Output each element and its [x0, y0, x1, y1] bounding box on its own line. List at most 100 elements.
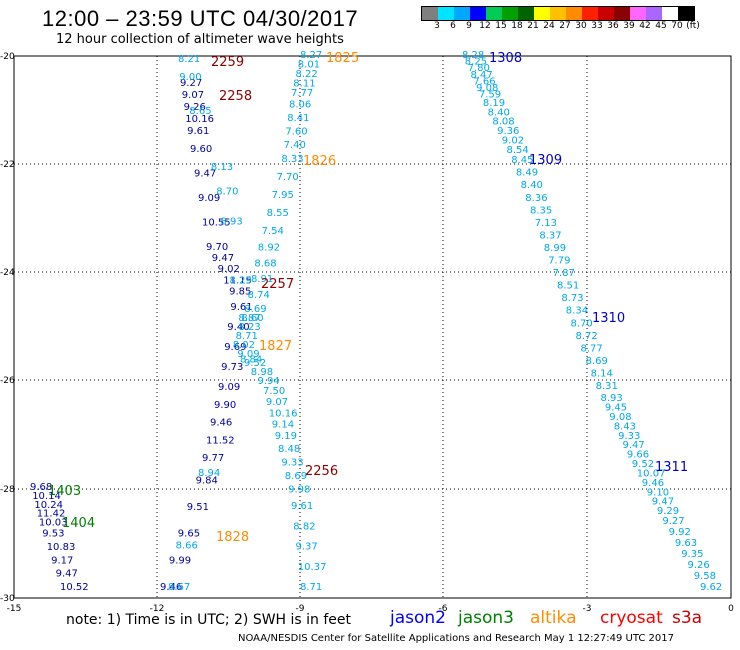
pass-label: 2258 [219, 89, 252, 104]
wave-height-value: 9.99 [169, 555, 191, 566]
y-tick-label: -24 [0, 268, 15, 278]
legend-label: 30 [575, 21, 587, 31]
legend-swatch [630, 7, 646, 20]
wave-height-value: 8.94 [198, 468, 220, 479]
wave-height-value: 8.29 [230, 275, 252, 286]
wave-height-value: 9.47 [652, 497, 674, 508]
wave-height-value: 9.40 [227, 322, 249, 333]
wave-height-value: 8.06 [289, 100, 311, 111]
wave-height-value: 8.01 [298, 60, 320, 71]
wave-height-value: 9.47 [212, 253, 234, 264]
legend-label: 36 [607, 21, 619, 31]
x-tick-label: -9 [296, 604, 305, 614]
pass-label: 1310 [592, 311, 625, 326]
legend-swatch [550, 7, 566, 20]
wave-height-value: 10.16 [185, 114, 214, 125]
legend-label: 70 [671, 21, 683, 31]
wave-height-value: 9.60 [190, 144, 212, 155]
wave-height-value: 7.54 [262, 226, 284, 237]
wave-height-value: 7.87 [553, 268, 575, 279]
legend-label: 27 [559, 21, 571, 31]
legend-label: (ft) [686, 21, 700, 31]
wave-height-value: 8.70 [216, 186, 238, 197]
wave-height-value: 9.61 [230, 302, 252, 313]
wave-height-value: 8.99 [544, 243, 566, 254]
legend-label: 18 [511, 21, 523, 31]
wave-height-value: 9.08 [609, 412, 631, 423]
wave-height-value: 9.47 [56, 569, 78, 580]
wave-height-value: 9.27 [662, 516, 684, 527]
wave-height-value: 8.93 [601, 393, 623, 404]
wave-height-value: 10.14 [32, 491, 61, 502]
wave-height-value: 8.28 [462, 50, 484, 61]
wave-height-value: 8.65 [189, 106, 211, 117]
legend-label: 3 [434, 21, 440, 31]
pass-label: 1309 [529, 153, 562, 168]
wave-height-value: 8.87 [238, 313, 260, 324]
wave-height-value: 8.66 [176, 541, 198, 552]
legend-label: 42 [639, 21, 651, 31]
wave-height-value: 8.67 [168, 582, 190, 593]
wave-height-value: 8.49 [516, 168, 538, 179]
wave-height-value: 8.41 [287, 113, 309, 124]
wave-height-value: 8.43 [614, 421, 636, 432]
wave-height-value: 10.37 [298, 562, 327, 573]
y-tick-label: -26 [0, 376, 15, 386]
wave-height-value: 9.45 [605, 403, 627, 414]
wave-height-value: 9.00 [179, 72, 201, 83]
wave-height-value: 9.52 [632, 459, 654, 470]
wave-height-value: 9.65 [178, 529, 200, 540]
wave-height-value: 9.09 [218, 382, 240, 393]
pass-label: 1827 [259, 339, 292, 354]
wave-height-value: 7.40 [284, 140, 306, 151]
wave-height-value: 8.91 [251, 274, 273, 285]
wave-height-value: 8.14 [591, 369, 613, 380]
wave-height-value: 8.74 [248, 290, 270, 301]
wave-height-value: 9.07 [266, 397, 288, 408]
legend-swatch [422, 7, 438, 20]
wave-height-value: 8.27 [300, 50, 322, 61]
legend-swatch [470, 7, 486, 20]
legend-swatch [582, 7, 598, 20]
pass-label: 1404 [62, 516, 95, 531]
satellite-name: jason3 [458, 608, 514, 628]
wave-height-value: 9.61 [187, 126, 209, 137]
pass-label: 1828 [216, 530, 249, 545]
wave-height-value: 8.69 [285, 471, 307, 482]
wave-height-value: 10.52 [60, 582, 89, 593]
wave-height-value: 7.50 [263, 386, 285, 397]
wave-height-value: 9.94 [258, 376, 280, 387]
wave-height-value: 8.23 [239, 322, 261, 333]
wave-height-value: 9.33 [281, 458, 303, 469]
wave-height-value: 8.70 [571, 318, 593, 329]
wave-height-value: 7.66 [473, 76, 495, 87]
wave-height-value: 9.63 [675, 538, 697, 549]
wave-height-value: 9.84 [196, 475, 218, 486]
wave-height-value: 7.77 [291, 88, 313, 99]
wave-height-value: 8.11 [293, 78, 315, 89]
wave-height-value: 9.73 [221, 362, 243, 373]
x-tick-label: -3 [583, 604, 592, 614]
wave-height-value: 9.46 [642, 478, 664, 489]
wave-height-value: 8.33 [281, 154, 303, 165]
wave-height-value: 9.09 [237, 349, 259, 360]
wave-height-value: 7.60 [285, 127, 307, 138]
wave-height-value: 9.33 [618, 431, 640, 442]
wave-height-value: 9.92 [669, 527, 691, 538]
wave-height-value: 8.92 [258, 243, 280, 254]
wave-height-value: 9.62 [700, 582, 722, 593]
wave-height-value: 8.51 [557, 281, 579, 292]
legend-label: 12 [479, 21, 491, 31]
y-tick-label: -20 [0, 52, 15, 62]
wave-height-value: 9.69 [224, 342, 246, 353]
wave-height-value: 7.80 [468, 63, 490, 74]
wave-height-value: 9.51 [187, 502, 209, 513]
legend-swatch [598, 7, 614, 20]
wave-height-value: 7.95 [272, 190, 294, 201]
wave-height-value: 9.02 [502, 136, 524, 147]
wave-height-value: 9.90 [214, 400, 236, 411]
wave-height-value: 8.55 [267, 208, 289, 219]
wave-height-value: 8.36 [525, 193, 547, 204]
wave-height-value: 9.53 [42, 529, 64, 540]
pass-label: 2259 [211, 55, 244, 70]
